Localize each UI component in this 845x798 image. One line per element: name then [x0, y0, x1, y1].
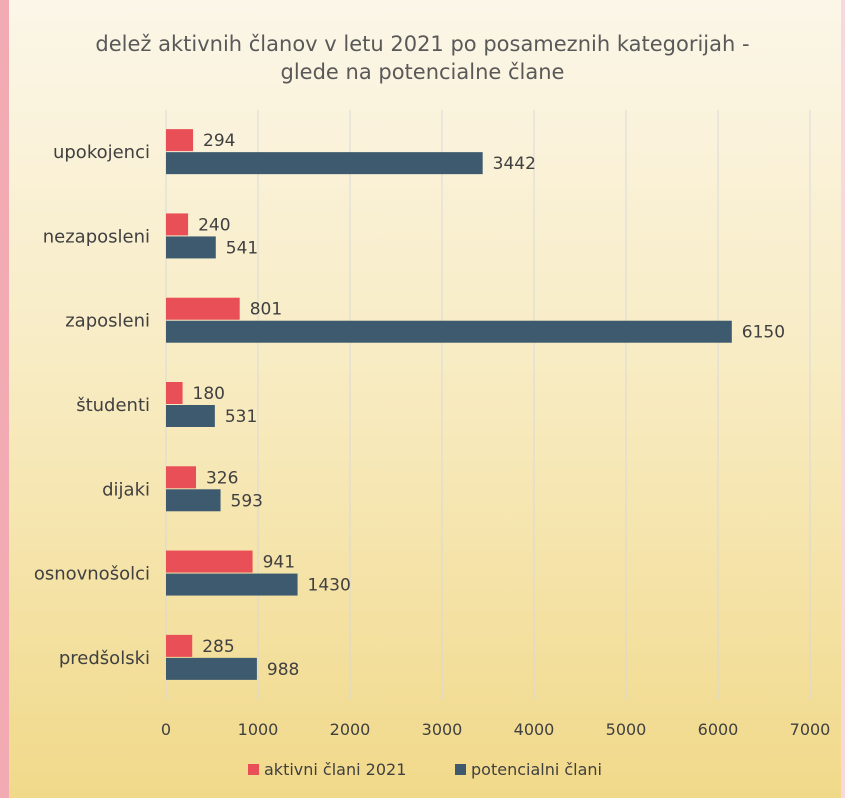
bar-aktivni	[166, 213, 189, 236]
x-tick-label: 1000	[238, 720, 279, 739]
data-label: 180	[193, 384, 225, 404]
bar-potencialni	[166, 573, 298, 596]
data-label: 285	[202, 637, 234, 657]
category-label: študenti	[76, 395, 150, 416]
bar-potencialni	[166, 657, 257, 680]
data-label: 1430	[308, 576, 351, 596]
bar-potencialni	[166, 152, 483, 175]
bar-potencialni	[166, 320, 732, 343]
x-tick-label: 3000	[422, 720, 463, 739]
data-label: 593	[231, 491, 263, 511]
chart-title-line-1: delež aktivnih članov v letu 2021 po pos…	[95, 32, 750, 56]
bar-aktivni	[166, 129, 194, 152]
legend-label: aktivni člani 2021	[264, 760, 406, 779]
x-tick-label: 7000	[790, 720, 831, 739]
bar-potencialni	[166, 489, 221, 512]
chart-title-line-2: glede na potencialne člane	[280, 60, 565, 84]
bar-aktivni	[166, 382, 183, 404]
bar-potencialni	[166, 236, 216, 259]
data-label: 941	[263, 553, 295, 573]
data-label: 240	[198, 215, 230, 235]
bar-potencialni	[166, 405, 215, 427]
data-label: 326	[206, 468, 238, 488]
category-label: upokojenci	[53, 142, 150, 163]
data-label: 294	[203, 131, 235, 151]
category-label: dijaki	[102, 479, 150, 500]
x-tick-label: 6000	[698, 720, 739, 739]
category-label: zaposleni	[65, 311, 150, 332]
x-tick-label: 4000	[514, 720, 555, 739]
data-label: 6150	[742, 323, 785, 343]
data-label: 541	[226, 238, 258, 258]
chart-title: delež aktivnih članov v letu 2021 po pos…	[0, 30, 845, 86]
category-label: osnovnošolci	[34, 564, 150, 585]
category-label: nezaposleni	[43, 226, 150, 247]
legend-label: potencialni člani	[471, 760, 602, 779]
bar-aktivni	[166, 550, 253, 573]
data-label: 3442	[493, 154, 536, 174]
bar-aktivni	[166, 466, 196, 489]
legend-swatch	[248, 764, 259, 775]
category-label: predšolski	[59, 648, 150, 669]
data-label: 988	[267, 660, 299, 680]
bar-aktivni	[166, 297, 240, 320]
x-tick-label: 5000	[606, 720, 647, 739]
x-tick-label: 2000	[330, 720, 371, 739]
x-tick-label: 0	[161, 720, 171, 739]
bar-aktivni	[166, 634, 193, 657]
data-label: 531	[225, 407, 257, 427]
data-label: 801	[250, 300, 282, 320]
legend-swatch	[455, 764, 466, 775]
